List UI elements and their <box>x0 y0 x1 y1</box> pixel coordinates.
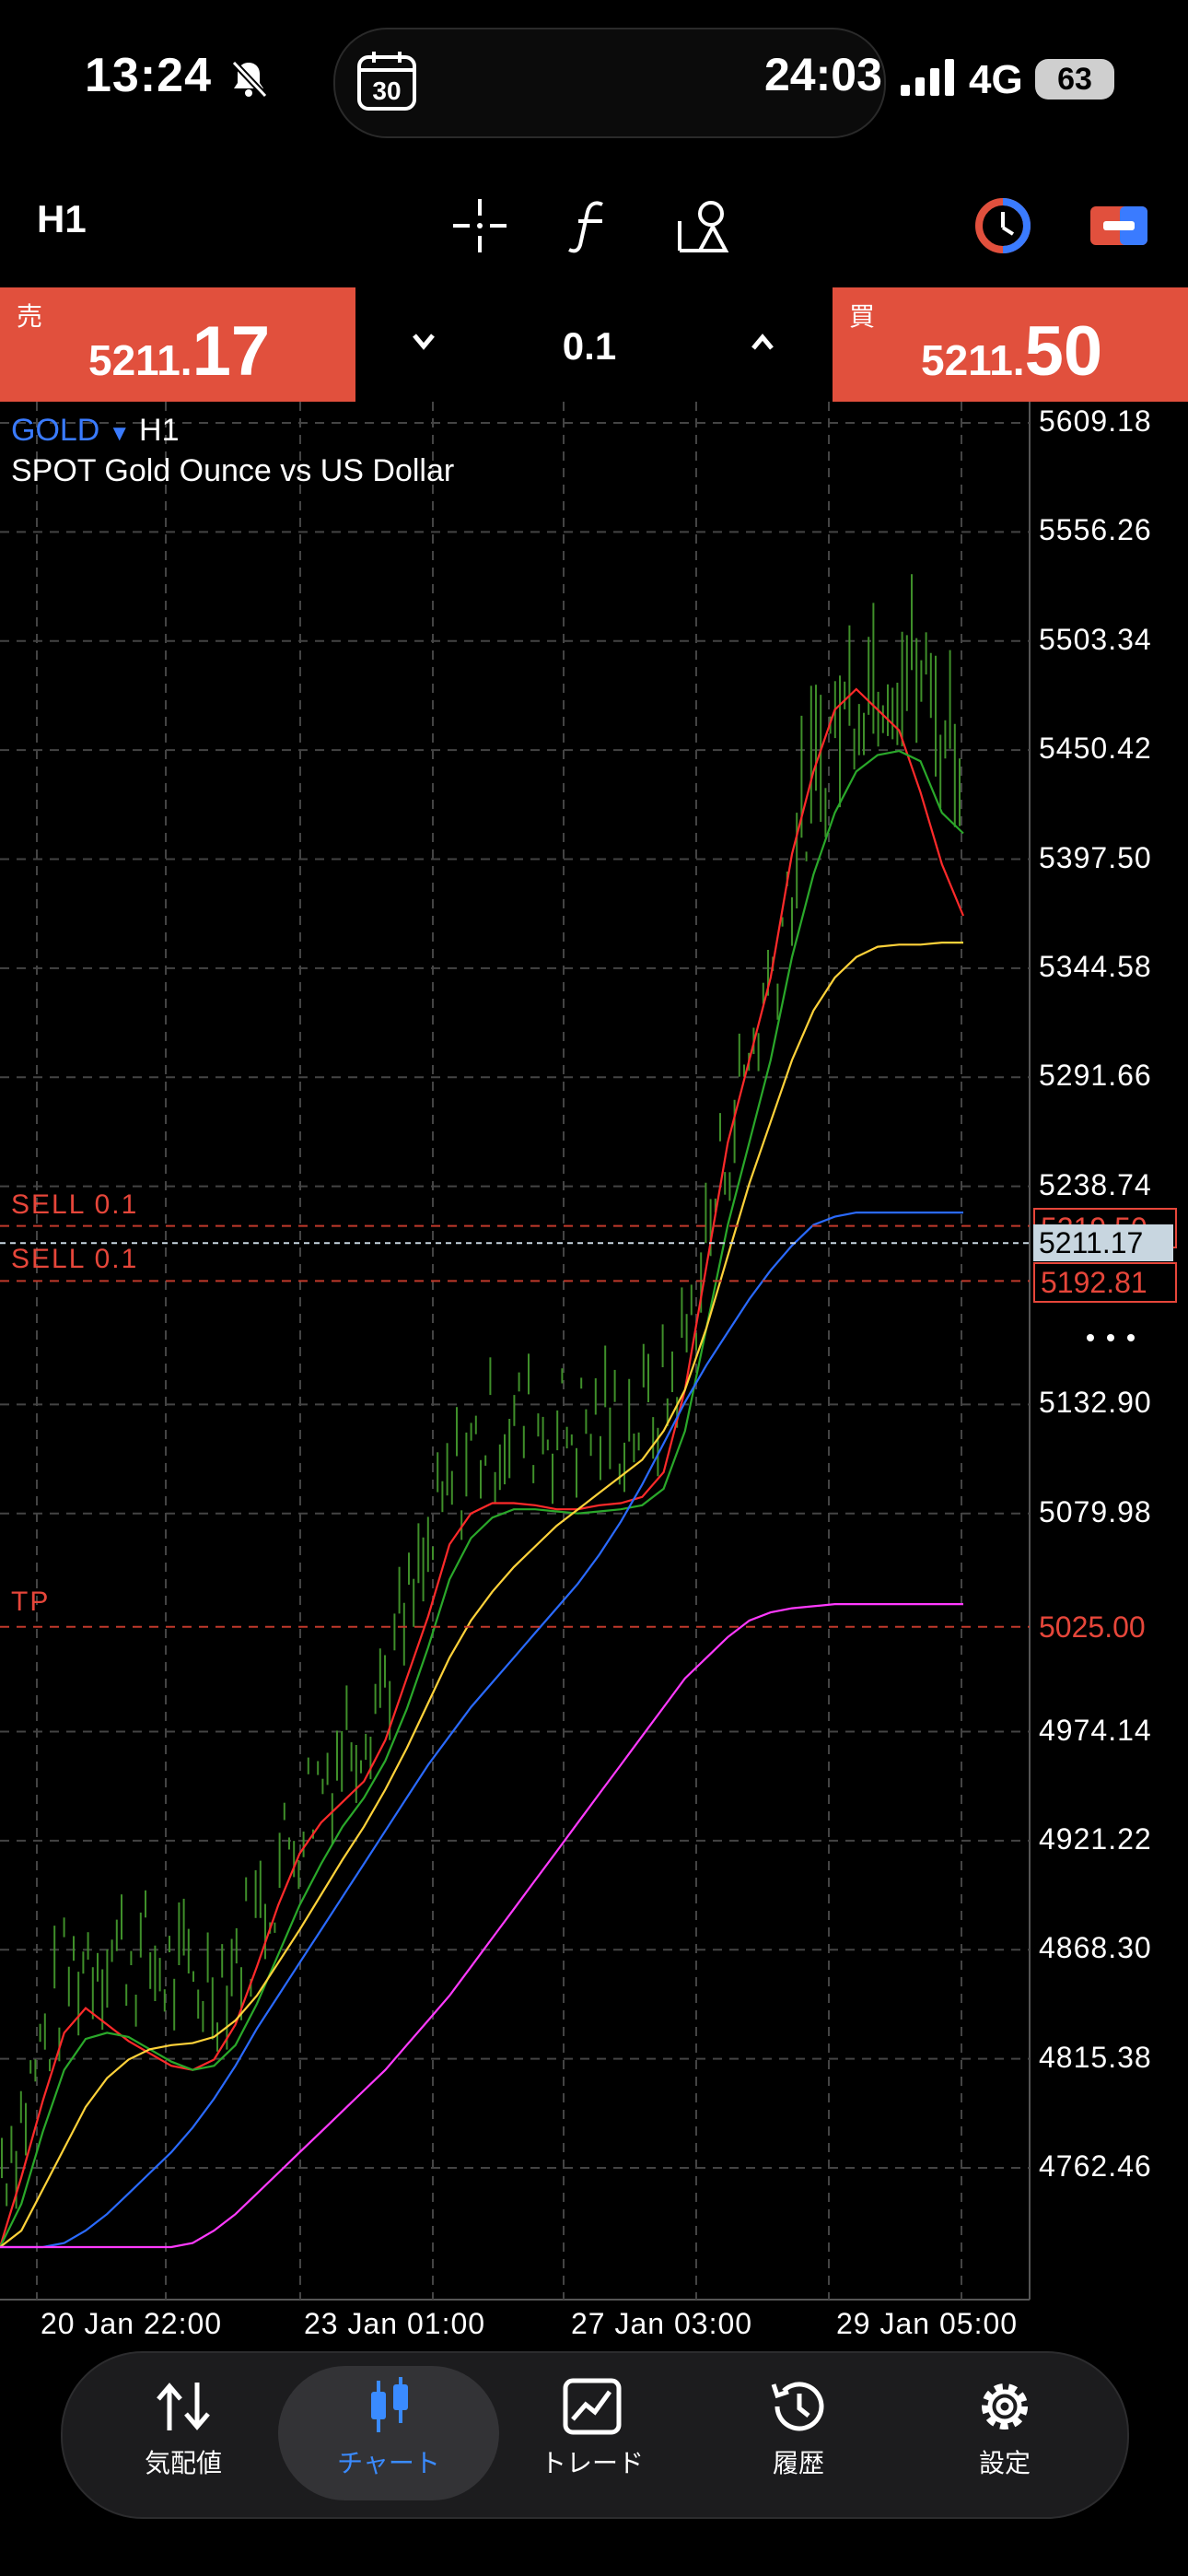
tab-trade-label: トレード <box>540 2449 644 2477</box>
buy-button[interactable]: 買 5211.50 <box>833 287 1188 402</box>
tab-history[interactable]: 履歴 <box>693 2366 904 2500</box>
y-tick-label: 4815.38 <box>1039 2040 1152 2074</box>
y-tick-label: 5503.34 <box>1039 622 1152 656</box>
tab-chart[interactable]: チャート <box>278 2366 499 2500</box>
one-click-trading-icon[interactable] <box>971 193 1035 258</box>
history-icon <box>771 2382 824 2431</box>
sell-price-main: 5211. <box>88 336 192 384</box>
island-timer: 24:03 <box>764 49 882 100</box>
ma-line <box>0 1211 963 2249</box>
x-tick-label: 27 Jan 03:00 <box>571 2307 753 2340</box>
order-line-label[interactable]: SELL 0.1 <box>11 1188 139 1220</box>
dynamic-island[interactable] <box>333 28 886 138</box>
signal-icon <box>901 59 954 96</box>
order-lines <box>0 1224 1030 1628</box>
more-dot <box>1107 1334 1114 1341</box>
trade-icon <box>563 2378 622 2435</box>
y-tick-label: 5609.18 <box>1039 404 1152 438</box>
tab-quotes[interactable]: 気配値 <box>77 2366 289 2500</box>
buy-price-pips: 50 <box>1024 312 1103 391</box>
sell-label: 売 <box>17 302 43 331</box>
chevron-up-icon[interactable] <box>735 324 790 361</box>
battery-level: 63 <box>1057 62 1092 97</box>
tab-chart-label: チャート <box>337 2449 440 2477</box>
symbol-timeframe: H1 <box>139 413 180 448</box>
y-tick-label: 4921.22 <box>1039 1821 1152 1856</box>
ma-line <box>0 687 965 2248</box>
more-dot <box>1127 1334 1135 1341</box>
tab-settings[interactable]: 設定 <box>899 2366 1111 2500</box>
price-tag: 5192.81 <box>1033 1262 1177 1304</box>
status-time: 13:24 <box>85 49 212 102</box>
quotes-icon <box>157 2383 210 2430</box>
y-tick-label: 5397.50 <box>1039 840 1152 874</box>
sell-price-pips: 17 <box>192 312 271 391</box>
y-tick-label: 4762.46 <box>1039 2149 1152 2183</box>
tab-settings-label: 設定 <box>978 2449 1031 2477</box>
x-tick-label: 23 Jan 01:00 <box>304 2307 486 2340</box>
bell-muted-icon <box>231 60 268 99</box>
tab-trade[interactable]: トレード <box>486 2366 698 2500</box>
chevron-down-icon[interactable] <box>396 324 451 361</box>
more-dot <box>1087 1334 1094 1341</box>
calendar-day: 30 <box>372 76 401 105</box>
ma-line <box>0 1602 963 2249</box>
y-tick-label: 5291.66 <box>1039 1059 1152 1093</box>
buy-label: 買 <box>849 302 876 331</box>
y-tick-label: 5079.98 <box>1039 1494 1152 1528</box>
ma-line <box>0 749 964 2248</box>
settings-icon <box>982 2383 1028 2430</box>
y-tick-label: 5238.74 <box>1039 1167 1152 1201</box>
network-type: 4G <box>969 57 1023 102</box>
calendar-icon: 30 <box>354 48 420 114</box>
y-tick-label: 4868.30 <box>1039 1931 1152 1965</box>
price-chart[interactable] <box>0 402 1188 2309</box>
symbol-name[interactable]: GOLD <box>11 413 100 448</box>
ma-line <box>0 941 963 2248</box>
indicator-f-icon[interactable] <box>560 193 624 258</box>
chart-icon <box>371 2377 408 2432</box>
y-tick-label: 5344.58 <box>1039 949 1152 983</box>
y-tick-label: 5132.90 <box>1039 1386 1152 1420</box>
y-tick-label: 5556.26 <box>1039 513 1152 547</box>
sell-button[interactable]: 売 5211.17 <box>0 287 355 402</box>
x-tick-label: 29 Jan 05:00 <box>836 2307 1019 2340</box>
lot-size[interactable]: 0.1 <box>562 324 617 368</box>
objects-icon[interactable] <box>672 193 737 258</box>
trade-panel-icon[interactable] <box>1087 193 1151 258</box>
order-line-label[interactable]: TP <box>11 1586 51 1617</box>
symbol-dropdown-icon[interactable]: ▼ <box>108 421 131 446</box>
y-tick-label: 5450.42 <box>1039 732 1152 766</box>
tab-history-label: 履歴 <box>772 2449 824 2477</box>
y-tick-label: 4974.14 <box>1039 1713 1152 1747</box>
timeframe-button[interactable]: H1 <box>37 197 87 240</box>
moving-averages <box>0 687 965 2249</box>
crosshair-icon[interactable] <box>448 193 512 258</box>
buy-price-main: 5211. <box>921 336 1025 384</box>
symbol-description: SPOT Gold Ounce vs US Dollar <box>11 453 455 488</box>
price-tag: 5025.00 <box>1033 1608 1173 1645</box>
order-line-label[interactable]: SELL 0.1 <box>11 1244 139 1275</box>
price-tag: 5211.17 <box>1033 1224 1173 1262</box>
tab-quotes-label: 気配値 <box>144 2449 222 2477</box>
battery-icon: 63 <box>1035 59 1114 100</box>
x-tick-label: 20 Jan 22:00 <box>41 2307 223 2340</box>
symbol-header[interactable]: GOLD ▼ H1 <box>11 413 180 449</box>
chart-grid <box>0 402 1031 2301</box>
candles <box>1 574 961 2209</box>
